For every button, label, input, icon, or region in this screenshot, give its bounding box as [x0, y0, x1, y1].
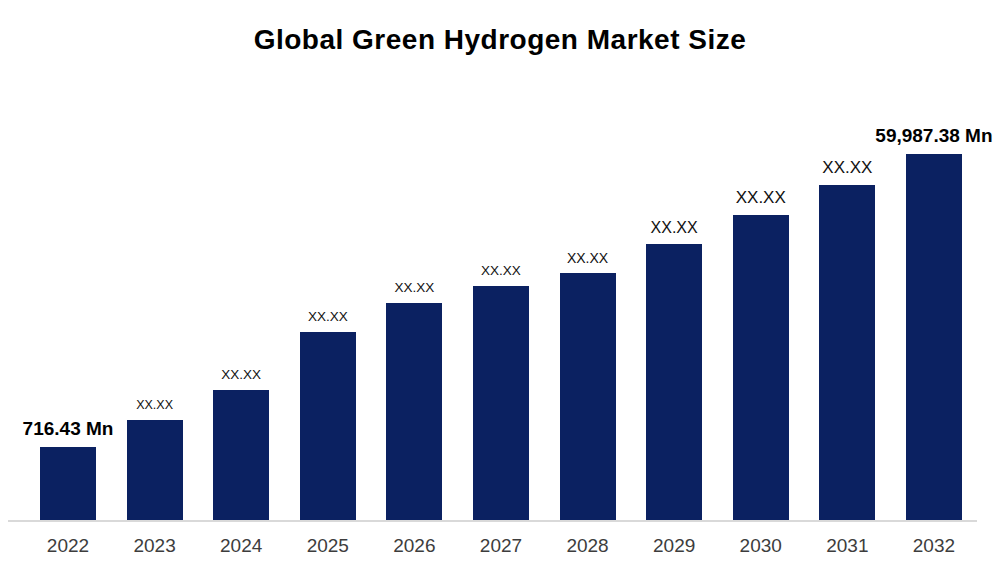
- x-tick-2027: 2027: [473, 535, 529, 557]
- bar-2029: [646, 244, 702, 520]
- bar-2031: [819, 185, 875, 520]
- bar-column-2030: XX.XX: [733, 189, 789, 520]
- bar-column-2029: XX.XX: [646, 219, 702, 520]
- bar-2025: [300, 332, 356, 520]
- bar-value-label-2027: XX.XX: [481, 264, 521, 279]
- bar-value-label-2029: XX.XX: [651, 219, 698, 237]
- year-axis: 2022 2023 2024 2025 2026 2027 2028 2029 2030 2031…: [0, 535, 1000, 557]
- bar-value-label-2030: XX.XX: [736, 189, 786, 208]
- x-tick-2031: 2031: [819, 535, 875, 557]
- bar-column-2025: XX.XX: [300, 310, 356, 520]
- x-tick-2024: 2024: [213, 535, 269, 557]
- bar-column-2027: XX.XX: [473, 264, 529, 520]
- x-tick-2022: 2022: [40, 535, 96, 557]
- bar-value-label-2028: XX.XX: [567, 251, 608, 266]
- bar-value-label-2024: XX.XX: [221, 368, 261, 383]
- bar-2024: [213, 390, 269, 520]
- bar-value-label-2022: 716.43 Mn: [23, 419, 114, 440]
- x-tick-2029: 2029: [646, 535, 702, 557]
- bar-column-2031: XX.XX: [819, 159, 875, 520]
- x-tick-2032: 2032: [906, 535, 962, 557]
- bar-column-2023: XX.XX: [127, 399, 183, 520]
- bar-2030: [733, 215, 789, 520]
- bar-value-label-2026: XX.XX: [394, 281, 434, 296]
- bar-column-2026: XX.XX: [386, 281, 442, 520]
- bar-column-2024: XX.XX: [213, 368, 269, 520]
- x-tick-2028: 2028: [560, 535, 616, 557]
- bars-row: 716.43 Mn XX.XX XX.XX XX.XX XX.XX XX.XX XX.XX X…: [0, 90, 1000, 520]
- x-tick-2026: 2026: [386, 535, 442, 557]
- bar-2022: [40, 447, 96, 520]
- bar-column-2022: 716.43 Mn: [40, 419, 96, 520]
- bar-value-label-2032: 59,987.38 Mn: [875, 126, 992, 147]
- bar-column-2032: 59,987.38 Mn: [906, 126, 962, 520]
- bar-2026: [386, 303, 442, 520]
- x-tick-2025: 2025: [300, 535, 356, 557]
- x-tick-2030: 2030: [733, 535, 789, 557]
- bar-chart: Global Green Hydrogen Market Size 716.43…: [0, 24, 1000, 557]
- bar-2027: [473, 286, 529, 520]
- bar-value-label-2031: XX.XX: [822, 159, 872, 178]
- bar-2032: [906, 154, 962, 520]
- bar-value-label-2023: XX.XX: [136, 399, 173, 413]
- bar-column-2028: XX.XX: [560, 251, 616, 520]
- bar-2023: [127, 420, 183, 520]
- bar-2028: [560, 273, 616, 520]
- bar-value-label-2025: XX.XX: [308, 310, 348, 325]
- x-tick-2023: 2023: [127, 535, 183, 557]
- chart-title: Global Green Hydrogen Market Size: [0, 24, 1000, 56]
- x-axis-line: [8, 520, 977, 522]
